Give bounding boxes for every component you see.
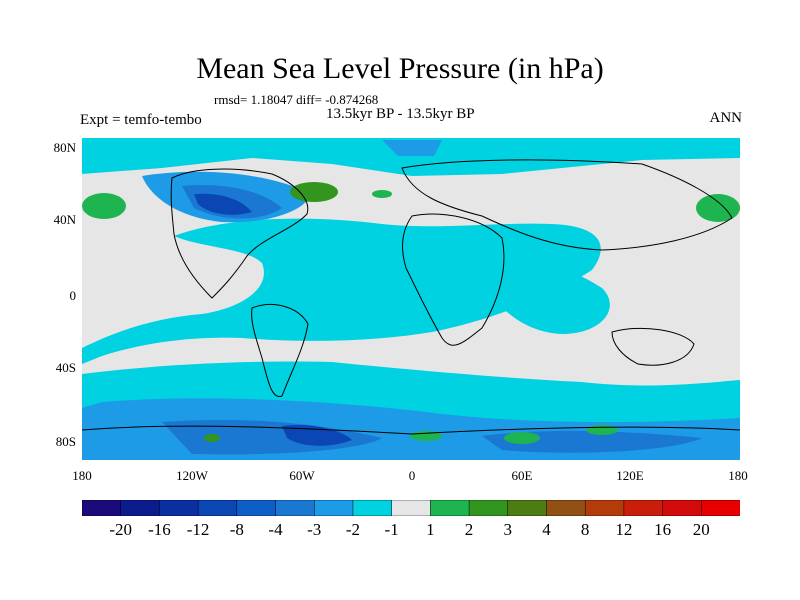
colorbar-label: -8	[229, 520, 244, 539]
colorbar-label: 12	[615, 520, 633, 539]
colorbar-swatch	[313, 500, 354, 516]
colorbar-label: 4	[542, 520, 551, 539]
colorbar-swatch	[701, 500, 740, 516]
y-tick-80n: 80N	[53, 140, 76, 155]
anomaly-darkblue	[194, 193, 352, 446]
chart-title: Mean Sea Level Pressure (in hPa)	[196, 52, 604, 85]
colorbar	[82, 500, 740, 516]
subtitle: 13.5kyr BP - 13.5kyr BP	[326, 106, 475, 122]
colorbar-label: -4	[268, 520, 283, 539]
anomaly-blue	[162, 184, 702, 455]
x-tick-120w: 120W	[176, 468, 208, 483]
colorbar-label: -20	[109, 520, 133, 539]
x-tick-180w: 180	[72, 468, 92, 483]
colorbar-swatch	[82, 500, 122, 516]
experiment-label: Expt = temfo-tembo	[80, 112, 202, 128]
colorbar-label: 8	[580, 520, 590, 539]
season-label: ANN	[709, 110, 743, 126]
colorbar-swatch	[275, 500, 315, 516]
colorbar-label: 1	[426, 520, 435, 539]
colorbar-swatch	[352, 500, 393, 516]
y-tick-80s: 80S	[55, 434, 76, 449]
colorbar-label: 16	[654, 520, 672, 539]
colorbar-label: -2	[345, 520, 361, 539]
colorbar-swatch	[584, 500, 625, 516]
colorbar-label: 2	[464, 520, 474, 539]
colorbar-swatch	[623, 500, 664, 516]
y-tick-40n: 40N	[53, 212, 76, 227]
colorbar-swatch	[236, 500, 277, 516]
x-tick-60e: 60E	[511, 468, 533, 483]
colorbar-swatch	[546, 500, 586, 516]
colorbar-label: -16	[148, 520, 171, 539]
colorbar-label: -12	[186, 520, 210, 539]
colorbar-swatch	[159, 500, 199, 516]
colorbar-swatch	[430, 500, 470, 516]
colorbar-label: 20	[692, 520, 710, 539]
colorbar-label: 3	[503, 520, 513, 539]
x-tick-120e: 120E	[616, 468, 644, 483]
pressure-map	[82, 138, 740, 460]
x-tick-180e: 180	[728, 468, 748, 483]
colorbar-swatch	[197, 500, 238, 516]
colorbar-swatch	[120, 500, 161, 516]
colorbar-label: -1	[384, 520, 399, 539]
colorbar-swatch	[391, 500, 432, 516]
stats-text: rmsd= 1.18047 diff= -0.874268	[214, 92, 379, 107]
x-tick-60w: 60W	[289, 468, 315, 483]
y-tick-eq: 0	[69, 288, 77, 303]
coastlines	[82, 159, 740, 435]
anomaly-olive	[204, 182, 338, 442]
y-tick-40s: 40S	[55, 360, 76, 375]
colorbar-label: -3	[307, 520, 322, 539]
colorbar-swatch	[507, 500, 548, 516]
colorbar-swatch	[468, 500, 509, 516]
colorbar-swatch	[662, 500, 703, 516]
x-tick-0: 0	[408, 468, 416, 483]
